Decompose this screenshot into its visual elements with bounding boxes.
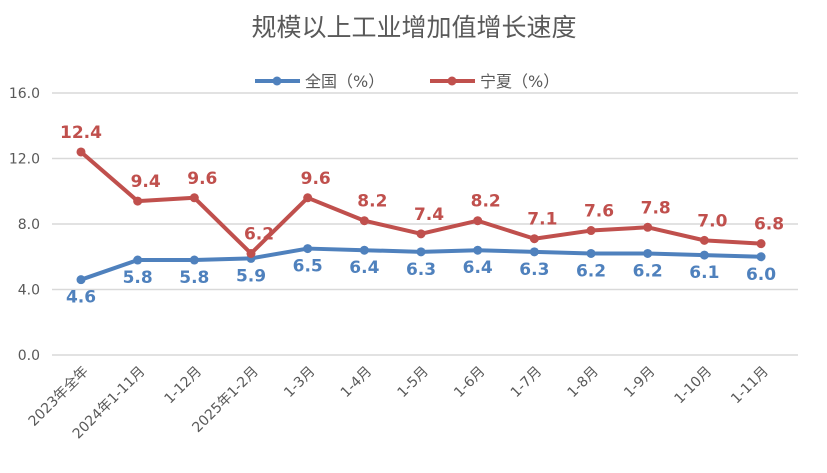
data-point <box>133 196 143 206</box>
data-label: 9.4 <box>131 172 161 192</box>
y-tick-label: 0.0 <box>18 348 40 364</box>
data-label: 5.9 <box>236 266 266 286</box>
data-label: 9.6 <box>187 169 217 189</box>
y-tick-label: 4.0 <box>18 283 40 299</box>
data-point <box>303 244 313 254</box>
y-tick-label: 16.0 <box>9 86 40 102</box>
data-label: 6.2 <box>244 224 274 244</box>
x-tick-label: 1-5月 <box>394 364 431 401</box>
legend-marker <box>447 76 457 86</box>
data-label: 7.4 <box>414 205 444 225</box>
data-label: 7.0 <box>697 211 727 231</box>
data-point <box>529 234 539 244</box>
x-tick-label: 1-10月 <box>672 364 716 408</box>
data-point <box>359 245 369 255</box>
x-tick-label: 1-11月 <box>728 364 772 408</box>
data-point <box>699 235 709 245</box>
y-tick-label: 8.0 <box>18 217 40 233</box>
data-label: 6.2 <box>576 261 606 281</box>
data-label: 5.8 <box>179 268 209 288</box>
data-label: 4.6 <box>66 288 96 308</box>
data-point <box>756 252 766 262</box>
chart-title: 规模以上工业增加值增长速度 <box>251 13 576 42</box>
legend-label: 宁夏（%） <box>480 72 559 91</box>
x-tick-label: 1-8月 <box>564 364 601 401</box>
data-label: 6.0 <box>746 265 776 285</box>
x-tick-label: 1-7月 <box>508 364 545 401</box>
x-tick-label: 1-9月 <box>621 364 658 401</box>
data-label: 6.5 <box>293 257 323 277</box>
data-point <box>189 255 199 265</box>
data-label: 7.8 <box>641 198 671 218</box>
data-label: 6.1 <box>689 263 719 283</box>
data-label: 6.8 <box>754 215 784 235</box>
data-point <box>643 222 653 232</box>
data-label: 9.6 <box>301 169 331 189</box>
data-label: 6.3 <box>406 260 436 280</box>
data-label: 6.4 <box>349 258 379 278</box>
legend-marker <box>272 76 282 86</box>
data-point <box>303 193 313 203</box>
data-label: 7.1 <box>527 210 557 230</box>
data-label: 5.8 <box>123 268 153 288</box>
data-label: 6.3 <box>519 260 549 280</box>
data-label: 7.6 <box>584 202 614 222</box>
data-point <box>189 193 199 203</box>
y-tick-label: 12.0 <box>9 152 40 168</box>
data-point <box>643 248 653 258</box>
data-point <box>586 248 596 258</box>
data-point <box>756 239 766 249</box>
data-point <box>76 275 86 285</box>
x-tick-label: 1-6月 <box>451 364 488 401</box>
data-point <box>473 216 483 226</box>
data-point <box>133 255 143 265</box>
x-tick-label: 1-3月 <box>281 364 318 401</box>
x-tick-label: 1-4月 <box>338 364 375 401</box>
data-point <box>529 247 539 257</box>
data-label: 12.4 <box>60 123 102 143</box>
data-point <box>76 147 86 157</box>
data-point <box>473 245 483 255</box>
data-label: 6.2 <box>633 261 663 281</box>
data-label: 6.4 <box>463 258 493 278</box>
data-point <box>699 250 709 260</box>
data-point <box>246 248 256 258</box>
legend-label: 全国（%） <box>305 72 384 91</box>
data-point <box>586 226 596 236</box>
data-label: 8.2 <box>471 192 501 212</box>
data-point <box>416 229 426 239</box>
data-point <box>359 216 369 226</box>
data-label: 8.2 <box>357 192 387 212</box>
data-point <box>416 247 426 257</box>
x-tick-label: 1-12月 <box>161 364 205 408</box>
